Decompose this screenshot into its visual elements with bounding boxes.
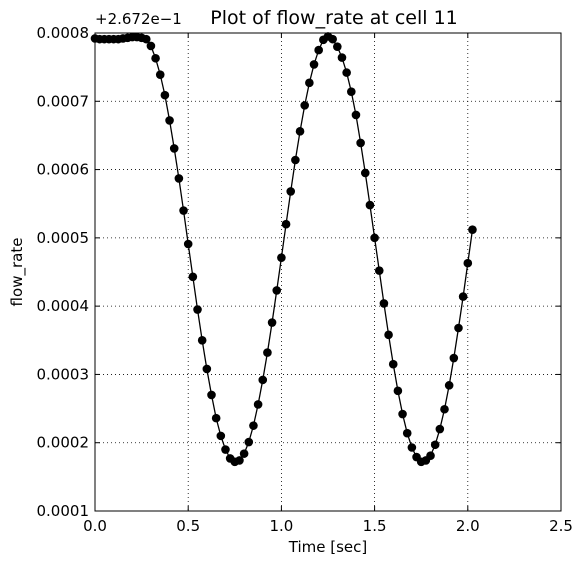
- data-point: [281, 219, 291, 229]
- data-point: [388, 359, 398, 369]
- x-tick-label: 0.5: [176, 517, 200, 535]
- data-point: [370, 233, 379, 243]
- y-tick-label: 0.0002: [37, 434, 90, 452]
- y-tick-label: 0.0004: [37, 297, 90, 315]
- data-point: [454, 323, 463, 333]
- data-point: [160, 90, 170, 100]
- series-line: [94, 35, 474, 463]
- x-tick-label: 1.0: [269, 517, 293, 535]
- data-point: [295, 127, 305, 136]
- y-tick-label: 0.0007: [37, 92, 90, 110]
- data-point: [458, 292, 468, 301]
- y-offset-label: +2.672e−1: [95, 10, 182, 28]
- chart-title: Plot of flow_rate at cell 11: [210, 7, 458, 29]
- data-point: [267, 318, 277, 327]
- data-point: [463, 258, 473, 268]
- data-point: [151, 53, 160, 63]
- data-point: [393, 386, 403, 396]
- y-tick-label: 0.0003: [37, 365, 90, 383]
- data-point: [244, 437, 254, 447]
- x-tick-label: 2.0: [456, 517, 480, 535]
- data-point: [384, 330, 393, 340]
- data-point: [179, 206, 188, 215]
- data-point: [272, 286, 282, 295]
- data-point: [360, 168, 370, 178]
- data-point: [174, 174, 184, 183]
- data-point: [300, 101, 310, 110]
- data-point: [193, 305, 202, 314]
- y-tick-label: 0.0006: [37, 161, 90, 179]
- x-tick-label: 2.5: [549, 517, 573, 535]
- data-point: [235, 456, 244, 465]
- data-point: [211, 413, 221, 423]
- data-point: [286, 187, 296, 196]
- data-point: [202, 364, 212, 374]
- data-point: [291, 155, 300, 165]
- data-point: [305, 78, 314, 88]
- data-point: [333, 42, 342, 51]
- data-point: [398, 409, 407, 419]
- data-point: [426, 451, 435, 460]
- data-point: [365, 200, 375, 210]
- data-point: [444, 381, 454, 390]
- data-point: [342, 68, 351, 77]
- data-point: [347, 87, 356, 97]
- data-point: [183, 239, 193, 249]
- data-point: [374, 266, 384, 275]
- data-point: [165, 116, 174, 125]
- x-tick-label: 0.0: [83, 517, 107, 535]
- data-point: [141, 34, 151, 44]
- data-point: [309, 60, 319, 69]
- axis-ticks: [94, 32, 562, 512]
- data-point: [402, 428, 412, 438]
- y-tick-label: 0.0001: [37, 502, 90, 520]
- data-point: [277, 253, 286, 262]
- data-point: [155, 70, 165, 79]
- y-tick-label: 0.0008: [37, 24, 90, 42]
- data-point: [197, 335, 207, 345]
- data-point: [468, 225, 477, 234]
- data-point: [328, 34, 337, 44]
- data-point: [356, 138, 365, 148]
- data-point: [146, 41, 156, 51]
- data-point: [253, 400, 263, 409]
- grid-lines: [94, 32, 562, 512]
- data-point: [188, 272, 198, 282]
- data-point: [216, 431, 226, 441]
- data-point: [337, 53, 347, 62]
- data-point: [407, 443, 417, 452]
- data-point: [239, 449, 249, 458]
- y-tick-labels: 0.0001 0.0002 0.0003 0.0004 0.0005 0.0006 0.00…: [37, 24, 90, 520]
- data-point: [314, 45, 323, 55]
- data-point: [435, 424, 445, 434]
- data-point: [258, 375, 268, 385]
- data-point: [440, 404, 449, 414]
- data-point: [379, 299, 389, 308]
- y-tick-label: 0.0005: [37, 229, 90, 247]
- data-point: [449, 353, 459, 363]
- data-points: [90, 32, 477, 467]
- data-point: [263, 348, 272, 357]
- x-axis-label: Time [sec]: [288, 538, 367, 556]
- data-point: [221, 445, 230, 454]
- y-axis-label: flow_rate: [8, 238, 27, 307]
- data-point: [351, 110, 361, 120]
- data-point: [169, 144, 179, 153]
- x-tick-labels: 0.0 0.5 1.0 1.5 2.0 2.5: [83, 517, 573, 535]
- data-point: [207, 390, 216, 400]
- x-tick-label: 1.5: [363, 517, 387, 535]
- data-point: [249, 421, 258, 430]
- series-line-layer: [94, 35, 474, 463]
- plot-area-frame: [94, 32, 562, 512]
- data-point: [430, 440, 440, 450]
